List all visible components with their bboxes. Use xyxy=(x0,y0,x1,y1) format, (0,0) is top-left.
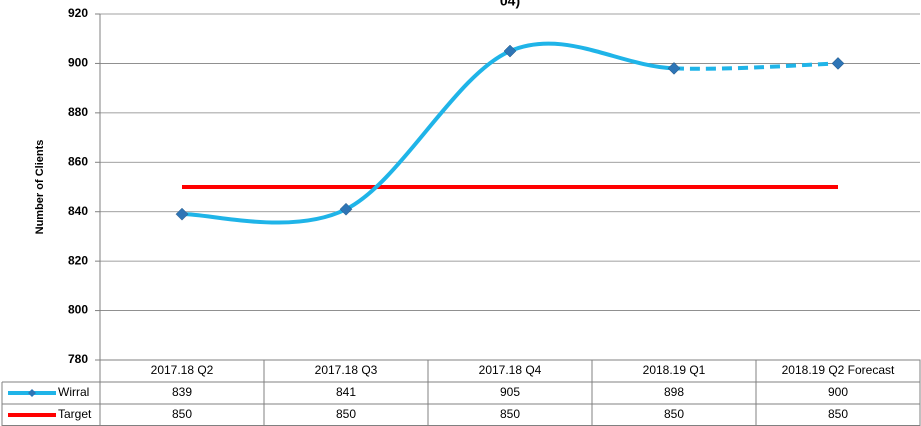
marker xyxy=(831,57,845,70)
series-line xyxy=(673,61,839,71)
table-value: 900 xyxy=(828,385,848,399)
y-tick-label: 800 xyxy=(68,303,88,317)
y-tick-label: 820 xyxy=(68,253,88,267)
table-value: 839 xyxy=(172,385,192,399)
table-cell xyxy=(755,359,921,426)
table-value: 850 xyxy=(828,407,848,421)
legend-label: Target xyxy=(58,407,92,421)
x-tick-label: 2018.19 Q1 xyxy=(643,363,706,377)
table-value: 841 xyxy=(336,385,356,399)
table-value: 850 xyxy=(172,407,192,421)
x-tick-label: 2017.18 Q3 xyxy=(315,363,378,377)
y-tick-label: 900 xyxy=(68,56,88,70)
y-tick-label: 780 xyxy=(68,352,88,366)
marker xyxy=(339,202,353,216)
y-tick-label: 920 xyxy=(68,6,88,20)
series-line xyxy=(181,41,675,225)
marker xyxy=(667,62,681,75)
table-value: 850 xyxy=(664,407,684,421)
y-axis-label: Number of Clients xyxy=(34,140,46,235)
legend-label: Wirral xyxy=(58,385,89,399)
table-value: 850 xyxy=(500,407,520,421)
marker xyxy=(175,207,189,221)
y-tick-label: 860 xyxy=(68,154,88,168)
table-value: 850 xyxy=(336,407,356,421)
x-tick-label: 2018.19 Q2 Forecast xyxy=(782,363,895,377)
legend-marker xyxy=(28,389,36,397)
x-tick-label: 2017.18 Q4 xyxy=(479,363,542,377)
y-tick-label: 880 xyxy=(68,105,88,119)
table-value: 905 xyxy=(500,385,520,399)
chart-title: 04) xyxy=(500,0,520,9)
table-value: 898 xyxy=(664,385,684,399)
y-tick-label: 840 xyxy=(68,204,88,218)
marker xyxy=(503,44,517,58)
x-tick-label: 2017.18 Q2 xyxy=(151,363,214,377)
